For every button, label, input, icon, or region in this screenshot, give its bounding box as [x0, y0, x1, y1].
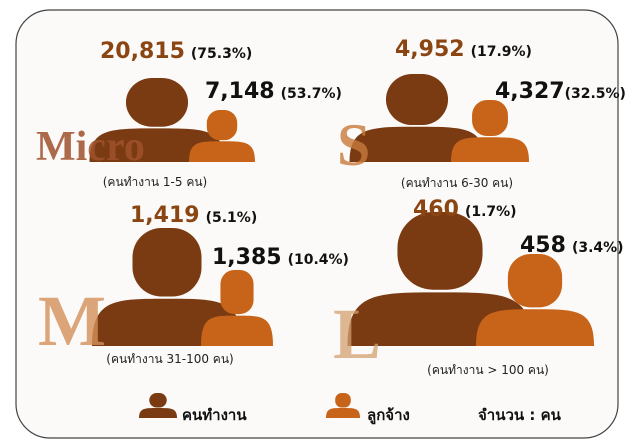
person-icon-part — [451, 137, 529, 162]
legend-label: ลูกจ้าง — [367, 406, 410, 425]
percent: (5.1%) — [206, 210, 258, 226]
percent: (32.5%) — [565, 86, 626, 102]
percent: (3.4%) — [572, 240, 624, 256]
legend-unit: จำนวน : คน — [478, 406, 562, 424]
caption: (คนทำงาน 31-100 คน) — [106, 352, 233, 366]
caption: (คนทำงาน 1-5 คน) — [103, 175, 208, 189]
person-icon-part — [349, 126, 485, 162]
group-label: M — [38, 281, 106, 361]
person-icon-part — [149, 393, 167, 408]
workers-count: 460 (1.7%) — [413, 197, 517, 222]
icons — [89, 74, 594, 418]
person-icon-part — [326, 408, 360, 418]
person-icon-part — [132, 228, 202, 297]
employees-count: 1,385 (10.4%) — [212, 245, 349, 270]
person-icon-part — [476, 309, 594, 346]
percent: (1.7%) — [465, 204, 517, 220]
person-icon-part — [472, 100, 508, 136]
value: 1,419 — [130, 203, 200, 228]
value: 458 — [520, 233, 566, 258]
value: 7,148 — [205, 79, 275, 104]
person-icon-part — [206, 110, 238, 141]
caption: (คนทำงาน > 100 คน) — [427, 363, 549, 377]
value: 4,327 — [495, 79, 565, 104]
percent: (75.3%) — [191, 46, 252, 62]
person-icon-part — [385, 74, 449, 126]
percent: (17.9%) — [471, 44, 532, 60]
percent: (10.4%) — [288, 252, 349, 268]
legend-label: คนทำงาน — [182, 406, 247, 424]
workers-count: 20,815 (75.3%) — [100, 39, 252, 64]
person-icon-part — [507, 254, 563, 308]
workers-count: 4,952 (17.9%) — [395, 37, 532, 62]
group-label: L — [333, 294, 381, 374]
person-icon-part — [189, 141, 255, 162]
person-icon-part — [220, 270, 254, 315]
group-label: S — [337, 112, 370, 178]
caption: (คนทำงาน 6-30 คน) — [401, 176, 513, 190]
employees-count: 7,148 (53.7%) — [205, 79, 342, 104]
workers-count: 1,419 (5.1%) — [130, 203, 257, 228]
employees-count: 458 (3.4%) — [520, 233, 624, 258]
value: 4,952 — [395, 37, 465, 62]
value: 460 — [413, 197, 459, 222]
person-icon-part — [335, 393, 351, 408]
percent: (53.7%) — [281, 86, 342, 102]
person-icon-part — [201, 315, 273, 346]
employees-count: 4,327(32.5%) — [495, 79, 626, 104]
person-icon-part — [139, 408, 177, 418]
person-icon-part — [397, 212, 483, 290]
value: 1,385 — [212, 245, 282, 270]
value: 20,815 — [100, 39, 185, 64]
person-icon-part — [125, 78, 189, 127]
group-label: Micro — [36, 124, 145, 170]
